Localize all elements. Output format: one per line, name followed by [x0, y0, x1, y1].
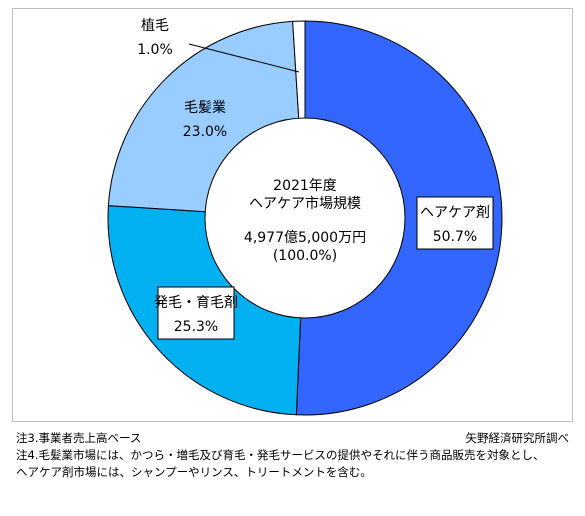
donut-hole — [204, 117, 406, 319]
slice-value-3: 1.0% — [137, 42, 173, 58]
slice-label-2: 毛髪業 — [184, 100, 226, 116]
center-title: ヘアケア市場規模 — [249, 195, 361, 212]
slice-value-1: 25.3% — [174, 319, 218, 335]
chart-frame — [12, 8, 573, 422]
center-year: 2021年度 — [273, 178, 337, 194]
center-percent: (100.0%) — [273, 248, 337, 264]
slice-value-0: 50.7% — [433, 229, 477, 245]
slice-label-0: ヘアケア剤 — [420, 205, 490, 221]
slice-label-box-0 — [416, 196, 494, 250]
slice-label-1: 発毛・育毛剤 — [154, 295, 238, 311]
plant-hair-leader-line — [188, 43, 300, 73]
note-3: 注3.事業者売上高ベース — [16, 431, 142, 445]
source-label: 矢野経済研究所調べ — [465, 431, 570, 445]
note-4-line-2: ヘアケア剤市場には、シャンプーやリンス、トリートメントを含む。 — [16, 465, 372, 479]
slice-value-2: 23.0% — [183, 124, 227, 140]
donut-chart: 2021年度 ヘアケア市場規模 4,977億5,000万円 (100.0%) ヘ… — [107, 18, 503, 416]
slice-label-3: 植毛 — [141, 18, 169, 34]
note-4-line-1: 注4.毛髪業市場には、かつら・増毛及び育毛・発毛サービスの提供やそれに伴う商品販… — [16, 448, 545, 462]
slice-label-box-1 — [157, 286, 235, 340]
center-amount: 4,977億5,000万円 — [244, 230, 366, 246]
